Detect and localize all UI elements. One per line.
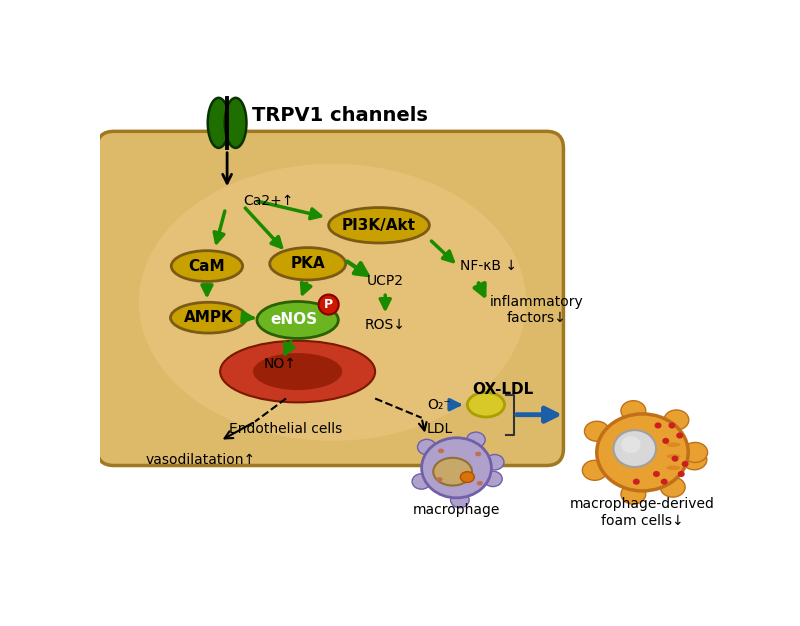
Text: UCP2: UCP2 <box>366 274 404 289</box>
Ellipse shape <box>676 433 683 439</box>
Ellipse shape <box>475 451 482 456</box>
Text: AMPK: AMPK <box>184 310 234 325</box>
Ellipse shape <box>422 438 491 498</box>
Ellipse shape <box>434 458 472 486</box>
Ellipse shape <box>614 430 656 467</box>
Text: P: P <box>324 298 333 311</box>
Ellipse shape <box>170 302 246 333</box>
Text: TRPV1 channels: TRPV1 channels <box>252 106 428 125</box>
Text: PKA: PKA <box>290 256 325 271</box>
Ellipse shape <box>484 471 502 486</box>
Text: NF-κB ↓: NF-κB ↓ <box>460 259 518 273</box>
Ellipse shape <box>666 454 681 459</box>
Text: PI3K/Akt: PI3K/Akt <box>342 218 416 233</box>
Text: LDL: LDL <box>427 423 454 436</box>
Text: O₂⁻: O₂⁻ <box>427 398 451 412</box>
Ellipse shape <box>438 449 444 453</box>
Ellipse shape <box>660 477 685 497</box>
Ellipse shape <box>466 432 485 448</box>
Ellipse shape <box>436 477 442 481</box>
Ellipse shape <box>450 492 469 508</box>
Text: OX-LDL: OX-LDL <box>472 382 534 397</box>
Text: macrophage-derived
foam cells↓: macrophage-derived foam cells↓ <box>570 498 715 528</box>
Text: CaM: CaM <box>189 259 226 274</box>
Ellipse shape <box>633 479 640 485</box>
Ellipse shape <box>412 474 430 489</box>
Circle shape <box>318 295 338 315</box>
Ellipse shape <box>683 443 708 463</box>
Ellipse shape <box>582 460 607 480</box>
Ellipse shape <box>654 423 662 429</box>
Ellipse shape <box>682 461 689 467</box>
Text: Ca2+↑: Ca2+↑ <box>243 193 294 208</box>
Ellipse shape <box>460 471 474 483</box>
Ellipse shape <box>664 410 689 430</box>
Ellipse shape <box>666 466 681 470</box>
Ellipse shape <box>666 443 681 447</box>
Ellipse shape <box>678 471 685 477</box>
Ellipse shape <box>662 438 670 444</box>
Text: vasodilatation↑: vasodilatation↑ <box>146 453 256 467</box>
Text: macrophage: macrophage <box>413 503 500 517</box>
Ellipse shape <box>682 449 706 470</box>
Ellipse shape <box>220 341 375 403</box>
Ellipse shape <box>486 454 504 470</box>
Ellipse shape <box>621 484 646 504</box>
Ellipse shape <box>171 250 242 282</box>
Ellipse shape <box>671 456 678 461</box>
Ellipse shape <box>669 423 675 429</box>
Text: eNOS: eNOS <box>270 312 318 327</box>
Ellipse shape <box>208 98 230 148</box>
FancyBboxPatch shape <box>97 131 563 466</box>
Ellipse shape <box>138 163 526 441</box>
Text: Endothelial cells: Endothelial cells <box>230 423 342 436</box>
Ellipse shape <box>621 436 641 453</box>
Ellipse shape <box>257 302 338 339</box>
Ellipse shape <box>467 393 505 417</box>
Ellipse shape <box>585 421 610 441</box>
Ellipse shape <box>621 401 646 421</box>
Ellipse shape <box>225 98 246 148</box>
Ellipse shape <box>253 353 342 390</box>
Text: inflammatory
factors↓: inflammatory factors↓ <box>490 295 583 325</box>
Ellipse shape <box>329 208 430 243</box>
Ellipse shape <box>661 479 668 485</box>
Ellipse shape <box>477 481 483 486</box>
Text: NO↑: NO↑ <box>263 357 296 371</box>
Ellipse shape <box>597 414 688 491</box>
Ellipse shape <box>653 471 660 477</box>
Ellipse shape <box>418 439 436 454</box>
Text: ROS↓: ROS↓ <box>365 317 406 332</box>
Ellipse shape <box>270 248 346 280</box>
